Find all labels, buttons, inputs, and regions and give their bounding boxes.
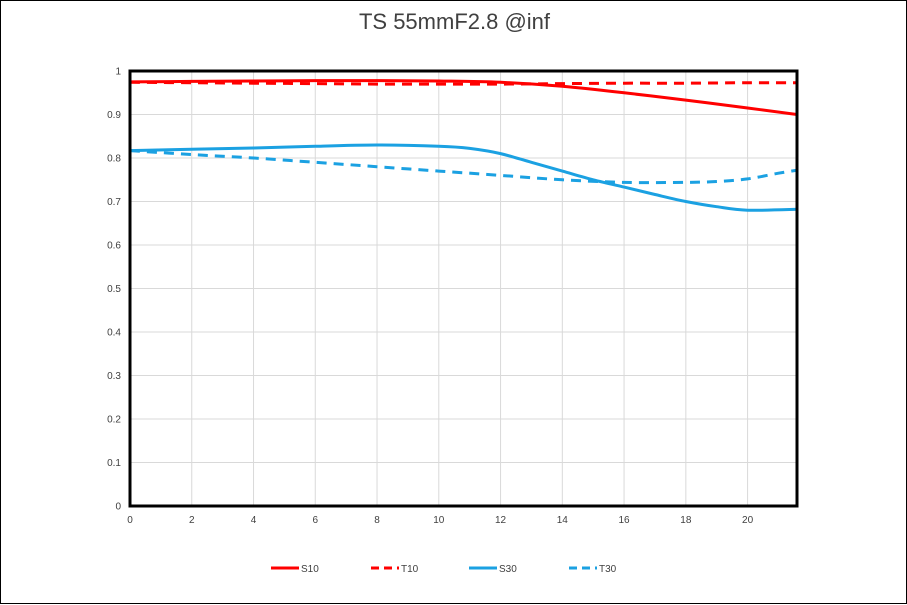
x-tick-label: 8 xyxy=(374,515,380,526)
y-tick-label: 0.6 xyxy=(107,241,121,252)
y-tick-label: 0.9 xyxy=(107,110,121,121)
series-line-t30 xyxy=(130,149,797,185)
y-tick-label: 1 xyxy=(115,67,121,78)
legend-label-s30: S30 xyxy=(499,564,517,575)
x-tick-label: 10 xyxy=(433,515,445,526)
legend-label-t30: T30 xyxy=(599,564,617,575)
y-tick-label: 0.3 xyxy=(107,371,121,382)
x-tick-label: 18 xyxy=(680,515,692,526)
x-tick-label: 6 xyxy=(312,515,318,526)
y-tick-label: 0.4 xyxy=(107,328,121,339)
x-tick-label: 16 xyxy=(619,515,631,526)
chart-title: TS 55mmF2.8 @inf xyxy=(358,9,551,34)
y-tick-label: 0.2 xyxy=(107,415,121,426)
y-tick-label: 0.5 xyxy=(107,284,121,295)
series-line-s30 xyxy=(130,143,797,212)
x-tick-label: 2 xyxy=(189,515,195,526)
x-tick-label: 4 xyxy=(251,515,257,526)
x-tick-label: 12 xyxy=(495,515,507,526)
series-line-s10 xyxy=(130,79,797,116)
series-line-t10 xyxy=(130,80,797,86)
x-tick-label: 0 xyxy=(127,515,133,526)
legend-label-s10: S10 xyxy=(301,564,319,575)
plot-border xyxy=(128,69,799,508)
x-tick-label: 20 xyxy=(742,515,754,526)
legend-label-t10: T10 xyxy=(401,564,419,575)
y-tick-label: 0.8 xyxy=(107,154,121,165)
y-tick-label: 0 xyxy=(115,502,121,513)
y-tick-label: 0.1 xyxy=(107,458,121,469)
x-tick-label: 14 xyxy=(557,515,569,526)
y-tick-label: 0.7 xyxy=(107,197,121,208)
